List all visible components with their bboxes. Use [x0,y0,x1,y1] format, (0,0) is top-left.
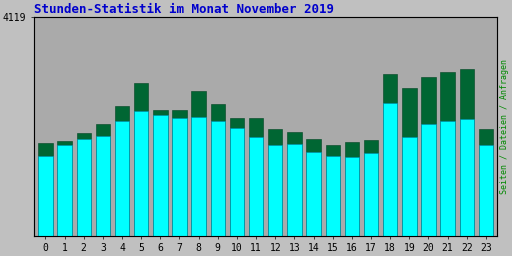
Bar [115,121,129,236]
Bar [134,111,148,236]
Bar [460,119,474,236]
Bar [326,156,340,236]
Bar [383,74,397,236]
Bar [287,144,302,236]
Bar [440,72,455,236]
Bar [38,143,53,236]
Bar [268,130,283,236]
Bar [479,130,493,236]
Bar [210,104,225,236]
Bar [57,141,72,236]
Bar [76,139,91,236]
Bar [402,137,417,236]
Bar [268,145,283,236]
Bar [326,145,340,236]
Bar [306,139,321,236]
Bar [210,121,225,236]
Bar [38,156,53,236]
Bar [421,77,436,236]
Bar [96,136,110,236]
Bar [345,142,359,236]
Y-axis label: Seiten / Dateien / Anfragen: Seiten / Dateien / Anfragen [500,59,509,194]
Bar [153,110,167,236]
Bar [249,118,263,236]
Bar [134,83,148,236]
Bar [230,118,244,236]
Bar [153,115,167,236]
Bar [76,133,91,236]
Bar [57,145,72,236]
Bar [115,105,129,236]
Bar [96,124,110,236]
Bar [287,132,302,236]
Bar [402,88,417,236]
Bar [421,124,436,236]
Text: Stunden-Statistik im Monat November 2019: Stunden-Statistik im Monat November 2019 [34,3,334,16]
Bar [345,157,359,236]
Bar [440,121,455,236]
Bar [230,128,244,236]
Bar [306,152,321,236]
Bar [249,137,263,236]
Bar [460,69,474,236]
Bar [479,145,493,236]
Bar [364,140,378,236]
Bar [191,117,206,236]
Bar [364,153,378,236]
Bar [173,118,187,236]
Bar [383,103,397,236]
Bar [173,110,187,236]
Bar [191,91,206,236]
